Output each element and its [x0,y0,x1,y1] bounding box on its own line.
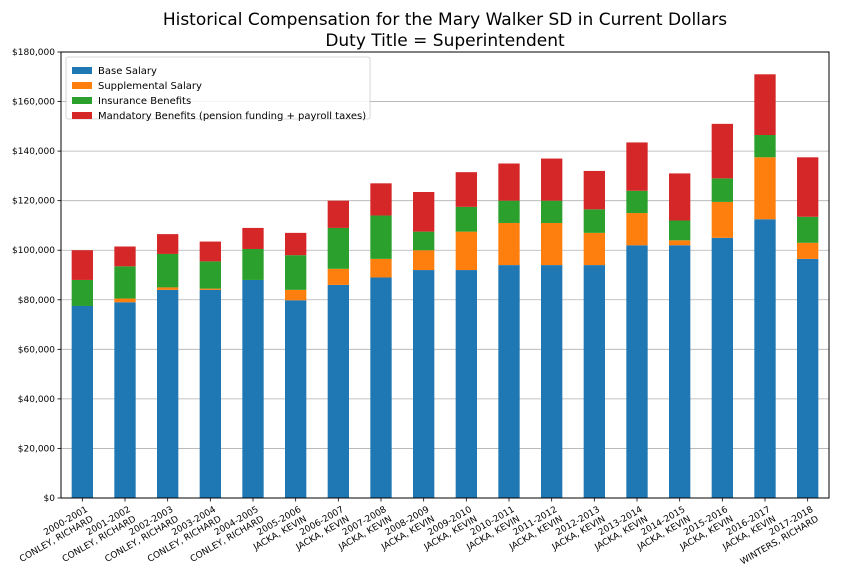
bar-segment [455,206,477,232]
bar-segment [71,305,93,498]
y-tick-label: $160,000 [12,98,55,108]
legend-swatch [72,112,92,119]
bar-segment [370,277,392,498]
bar-segment [541,265,563,498]
bar-segment [711,201,733,238]
bar-segment [285,300,307,498]
legend: Base Salary Supplemental Salary Insurance … [65,56,371,122]
bar-segment [199,289,221,498]
bar-segment [711,178,733,202]
bar-segment [754,74,776,136]
bar-segment [327,268,349,285]
bar-segment [413,270,435,498]
bar-segment [327,284,349,498]
bar-segment [242,279,264,498]
bar-segment [498,265,520,498]
legend-swatch [72,97,92,104]
legend-label: Insurance Benefits [98,96,191,107]
bar-segment [583,209,605,233]
bar-segment [498,163,520,201]
bar-segment [242,248,264,280]
bar-segment [199,288,221,290]
bar-segment [669,220,691,241]
y-tick-label: $40,000 [18,395,55,405]
bar-segment [754,157,776,220]
bars [71,74,819,499]
legend-swatch [72,67,92,74]
y-tick-label: $120,000 [12,197,55,207]
bar-segment [754,219,776,498]
bar-segment [327,200,349,228]
bar-segment [114,246,136,267]
bar-segment [669,240,691,246]
bar-segment [370,258,392,278]
bar-segment [71,250,93,280]
bar-segment [114,298,136,303]
bar-segment [583,265,605,498]
bar-segment [754,135,776,158]
bar-segment [413,250,435,271]
bar-segment [797,216,819,243]
bar-segment [242,227,264,249]
legend-box [65,56,371,120]
legend-label: Base Salary [98,66,157,77]
bar-segment [797,157,819,217]
bar-segment [541,158,563,201]
bar-segment [114,266,136,299]
legend-label: Mandatory Benefits (pension funding + pa… [98,111,366,122]
y-tick-label: $140,000 [12,147,55,157]
bar-segment [455,270,477,498]
bar-segment [711,123,733,179]
bar-segment [797,258,819,498]
bar-segment [455,231,477,271]
bar-segment [157,234,179,254]
bar-segment [797,242,819,259]
bar-segment [157,253,179,288]
y-tick-label: $180,000 [12,48,55,58]
y-tick-label: $60,000 [18,345,55,355]
bar-segment [541,200,563,223]
bar-segment [626,245,648,498]
legend-label: Supplemental Salary [98,81,202,92]
bar-segment [413,231,435,251]
bar-segment [285,255,307,290]
bar-segment [285,289,307,301]
bar-segment [498,200,520,223]
chart-title: Historical Compensation for the Mary Wal… [163,10,727,30]
bar-segment [199,261,221,289]
bar-segment [669,245,691,498]
y-tick-label: $80,000 [18,296,55,306]
bar-segment [157,287,179,290]
bar-segment [711,237,733,499]
bar-segment [370,183,392,216]
bar-segment [455,172,477,207]
plot-area [60,51,830,499]
bar-segment [626,190,648,214]
bar-segment [157,289,179,498]
bar-segment [626,213,648,246]
bar-segment [626,142,648,191]
bar-segment [669,173,691,221]
bar-segment [71,279,93,306]
bar-segment [199,241,221,262]
bar-segment [327,227,349,269]
bar-segment [583,170,605,210]
y-tick-label: $20,000 [18,444,55,454]
y-axis: $0 $20,000 $40,000 $60,000 $80,000 $100,000 $1… [12,48,61,504]
bar-segment [541,222,563,266]
gridlines [61,101,829,449]
bar-segment [370,215,392,259]
bar-segment [285,232,307,256]
chart-subtitle: Duty Title = Superintendent [325,31,565,51]
bar-segment [583,232,605,266]
legend-swatch [72,82,92,89]
y-tick-label: $100,000 [12,246,55,256]
bar-segment [114,302,136,498]
bar-segment [498,222,520,266]
bar-segment [413,191,435,232]
y-tick-label: $0 [44,494,56,504]
